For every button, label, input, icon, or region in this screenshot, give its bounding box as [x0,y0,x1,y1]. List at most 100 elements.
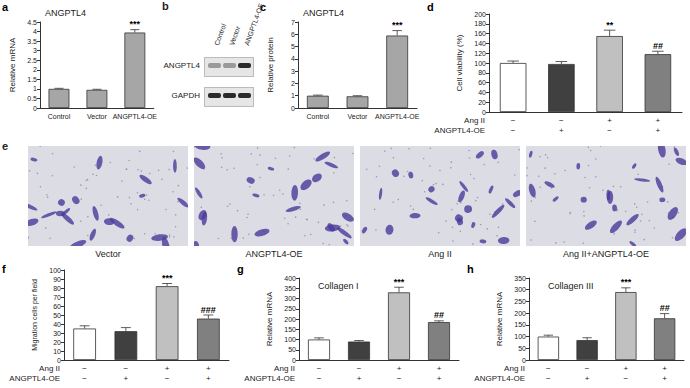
svg-text:3: 3 [291,68,295,75]
svg-text:##: ## [653,41,663,51]
svg-text:20: 20 [53,339,61,346]
svg-text:400: 400 [284,275,296,282]
svg-text:0: 0 [291,105,295,112]
svg-text:−: − [397,374,402,383]
svg-text:40: 40 [53,321,61,328]
svg-text:200: 200 [284,316,296,323]
svg-text:−: − [624,374,629,383]
svg-text:250: 250 [514,298,526,305]
svg-text:100: 100 [284,336,296,343]
svg-text:160: 160 [474,30,486,37]
svg-text:−: − [607,126,612,135]
svg-text:−: − [317,364,322,373]
svg-text:200: 200 [514,310,526,317]
svg-text:1: 1 [33,85,37,92]
svg-text:−: − [511,126,516,135]
svg-text:d: d [427,1,434,13]
svg-text:g: g [237,263,244,275]
svg-text:Cell viability (%): Cell viability (%) [455,34,464,91]
svg-text:150: 150 [284,326,296,333]
svg-text:Relative mRNA: Relative mRNA [495,291,504,346]
svg-text:−: − [546,364,551,373]
svg-text:3: 3 [33,47,37,54]
svg-text:0: 0 [482,109,486,116]
svg-text:ANGPTL4: ANGPTL4 [45,8,86,18]
svg-text:0: 0 [522,357,526,364]
svg-text:80: 80 [478,69,486,76]
svg-text:Relative mRNA: Relative mRNA [265,291,274,346]
svg-text:2: 2 [33,66,37,73]
svg-text:20: 20 [478,99,486,106]
svg-text:+: + [206,364,211,373]
svg-text:−: − [165,374,170,383]
svg-text:Control: Control [307,113,330,120]
svg-text:300: 300 [514,286,526,293]
svg-text:−: − [124,364,129,373]
svg-text:Ang II: Ang II [464,116,485,125]
svg-text:Vector: Vector [348,113,369,120]
svg-text:80: 80 [53,285,61,292]
svg-text:350: 350 [284,285,296,292]
svg-text:f: f [2,263,6,275]
svg-text:0: 0 [292,357,296,364]
svg-text:+: + [656,126,661,135]
svg-text:60: 60 [53,303,61,310]
svg-text:300: 300 [284,295,296,302]
svg-text:ANGPTL4: ANGPTL4 [303,8,344,18]
svg-text:+: + [662,364,667,373]
svg-text:−: − [546,374,551,383]
svg-text:Vector: Vector [87,113,108,120]
svg-text:Control: Control [48,113,71,120]
svg-text:+: + [656,116,661,125]
svg-text:##: ## [434,310,444,320]
svg-text:a: a [2,1,9,13]
svg-text:50: 50 [53,312,61,319]
svg-text:3.5: 3.5 [27,38,37,45]
svg-text:60: 60 [478,79,486,86]
svg-text:+: + [206,374,211,383]
svg-text:+: + [437,374,442,383]
svg-text:+: + [124,374,129,383]
svg-text:30: 30 [53,330,61,337]
svg-text:***: *** [130,19,141,29]
svg-text:−: − [559,116,564,125]
svg-text:10: 10 [53,348,61,355]
svg-text:6: 6 [291,31,295,38]
svg-text:***: *** [621,277,632,287]
svg-text:Collagen I: Collagen I [318,281,359,291]
svg-text:4: 4 [291,55,295,62]
svg-text:−: − [82,374,87,383]
svg-text:7: 7 [291,19,295,26]
svg-text:70: 70 [53,294,61,301]
svg-text:ANGPTL4-OE: ANGPTL4-OE [375,113,420,120]
svg-text:1: 1 [291,92,295,99]
svg-text:+: + [662,374,667,383]
svg-text:40: 40 [478,89,486,96]
svg-text:Ang II: Ang II [504,364,525,373]
svg-text:−: − [357,364,362,373]
svg-text:ANGPTL4-OE: ANGPTL4-OE [113,113,158,120]
svg-text:2.5: 2.5 [27,57,37,64]
svg-text:90: 90 [53,276,61,283]
svg-text:50: 50 [288,346,296,353]
svg-text:180: 180 [474,20,486,27]
svg-text:Ang II: Ang II [39,364,60,373]
svg-text:Relative mRNA: Relative mRNA [8,37,17,92]
svg-text:100: 100 [474,60,486,67]
svg-text:Relative protein: Relative protein [266,37,275,93]
svg-text:ANGPTL4-OE: ANGPTL4-OE [9,374,60,383]
svg-text:+: + [607,116,612,125]
svg-text:***: *** [394,277,405,287]
svg-text:+: + [585,374,590,383]
svg-text:+: + [437,364,442,373]
svg-text:350: 350 [514,275,526,282]
svg-text:+: + [559,126,564,135]
svg-text:140: 140 [474,40,486,47]
svg-text:ANGPTL4-OE: ANGPTL4-OE [434,126,485,135]
svg-text:200: 200 [474,11,486,18]
svg-text:+: + [165,364,170,373]
svg-text:2: 2 [291,80,295,87]
svg-text:−: − [82,364,87,373]
svg-text:***: *** [392,20,403,30]
svg-text:***: *** [162,273,173,283]
